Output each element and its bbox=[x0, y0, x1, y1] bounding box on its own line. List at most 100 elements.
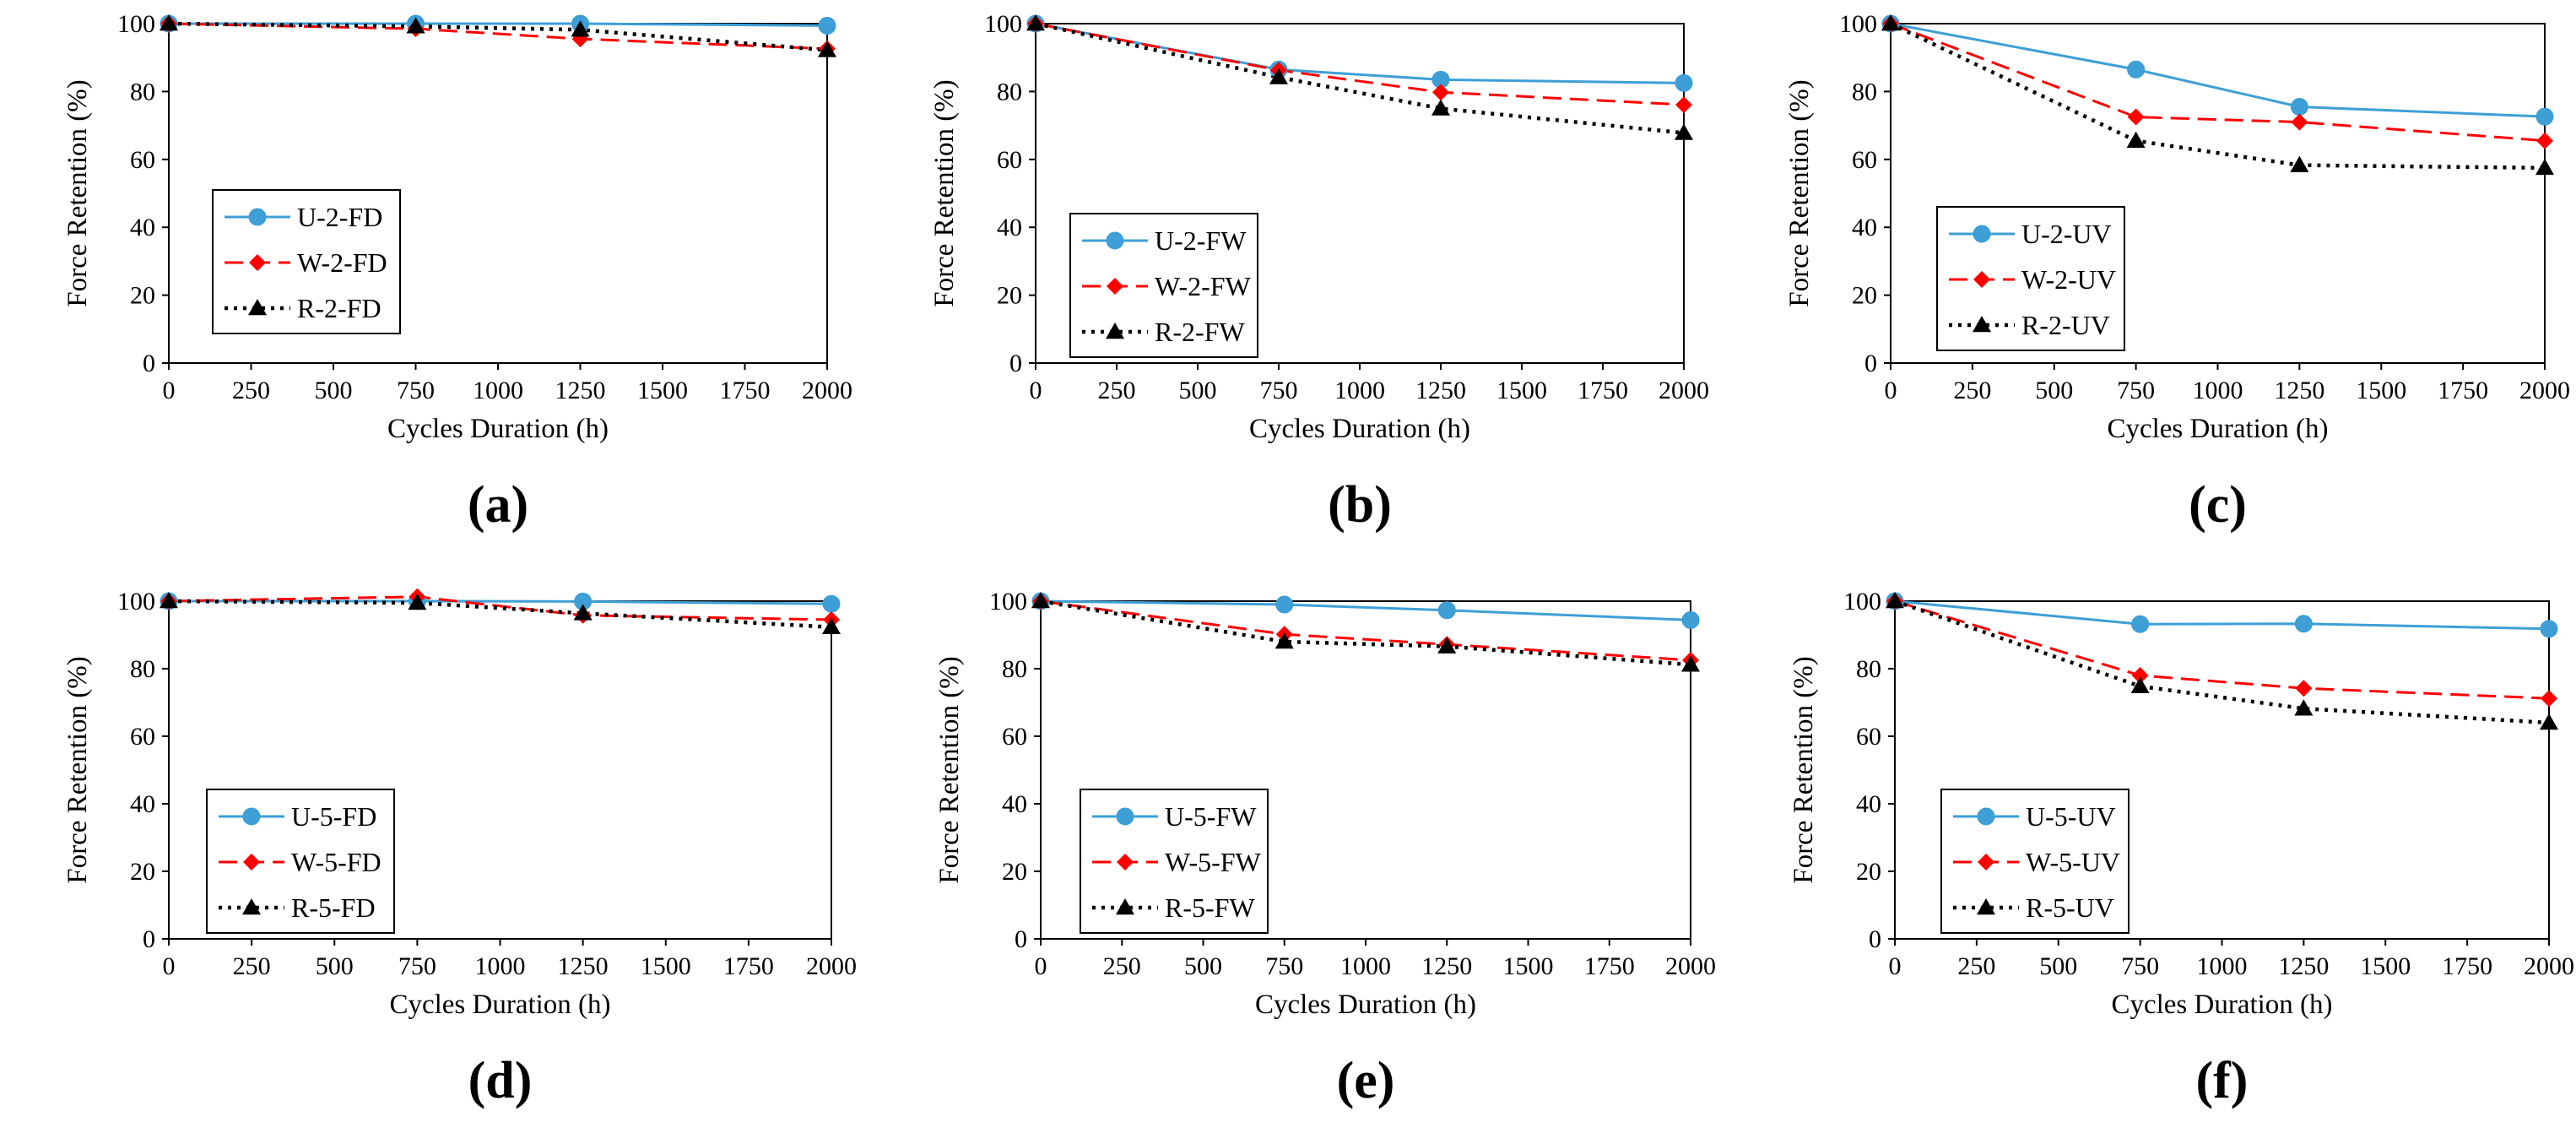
x-tick-label: 750 bbox=[1260, 377, 1298, 404]
legend-marker-U bbox=[248, 208, 267, 226]
series-line-U-5-UV bbox=[1894, 599, 2550, 631]
legend-label: R-2-FD bbox=[297, 293, 382, 323]
x-tick-label: 0 bbox=[1030, 377, 1042, 404]
data-point-R-5-FW bbox=[1274, 632, 1294, 649]
x-tick-label: 750 bbox=[1265, 952, 1303, 980]
data-point-W-2-UV bbox=[2536, 132, 2553, 149]
y-tick-label: 100 bbox=[989, 588, 1027, 616]
y-tick-label: 60 bbox=[130, 723, 155, 751]
x-tick-label: 500 bbox=[2039, 952, 2077, 980]
legend-marker-R bbox=[248, 299, 267, 316]
x-tick-label: 1000 bbox=[473, 377, 523, 404]
x-tick-label: 1250 bbox=[2274, 377, 2324, 404]
y-tick-label: 40 bbox=[1852, 214, 1877, 241]
y-tick-label: 0 bbox=[143, 350, 155, 377]
legend-marker-U bbox=[1973, 225, 1991, 243]
data-point-W-2-UV bbox=[2291, 113, 2308, 131]
y-tick-label: 20 bbox=[1002, 858, 1027, 886]
legend-marker-R bbox=[242, 898, 261, 915]
y-tick-label: 20 bbox=[130, 858, 155, 886]
data-point-R-2-UV bbox=[2126, 131, 2146, 148]
legend-marker-U bbox=[1106, 231, 1124, 250]
legend-marker-W bbox=[1107, 278, 1123, 295]
x-tick-label: 500 bbox=[1184, 952, 1222, 980]
y-tick-label: 100 bbox=[1843, 588, 1881, 616]
data-point-R-5-UV bbox=[2540, 713, 2558, 730]
y-tick-label: 40 bbox=[130, 214, 155, 241]
legend-marker-U bbox=[242, 807, 261, 826]
data-point-W-5-UV bbox=[2541, 690, 2557, 708]
data-point-U-2-FW bbox=[1675, 73, 1693, 92]
legend-marker-U bbox=[1977, 807, 1995, 826]
legend: U-5-UV W-5-UV R-5-UV bbox=[1940, 789, 2130, 934]
y-tick-label: 100 bbox=[1839, 10, 1877, 38]
data-point-R-2-FD bbox=[406, 17, 425, 34]
legend-label: U-5-UV bbox=[2026, 801, 2116, 832]
y-tick-label: 60 bbox=[1852, 146, 1877, 174]
y-tick-label: 40 bbox=[1002, 790, 1027, 818]
data-point-U-5-FW bbox=[1275, 595, 1294, 614]
x-tick-label: 1000 bbox=[1334, 377, 1385, 404]
x-tick-label: 1500 bbox=[637, 377, 688, 404]
y-tick-label: 0 bbox=[143, 925, 155, 953]
x-tick-label: 1500 bbox=[1503, 952, 1554, 980]
y-tick-label: 0 bbox=[1869, 925, 1881, 953]
x-tick-label: 2000 bbox=[806, 952, 857, 980]
y-tick-label: 60 bbox=[997, 146, 1022, 174]
data-point-R-2-FW bbox=[1675, 123, 1693, 140]
data-point-U-2-FD bbox=[818, 16, 836, 35]
data-point-R-2-FW bbox=[1431, 99, 1450, 116]
data-point-U-5-FW bbox=[1437, 601, 1456, 620]
legend-label: W-5-UV bbox=[2026, 847, 2120, 877]
legend-label: U-5-FW bbox=[1165, 801, 1257, 832]
y-tick-label: 20 bbox=[997, 282, 1022, 310]
x-tick-label: 500 bbox=[316, 952, 354, 980]
data-point-U-2-UV bbox=[2127, 60, 2146, 79]
y-axis-title: Force Retention (%) bbox=[1789, 656, 1819, 883]
x-tick-label: 1750 bbox=[723, 952, 774, 980]
data-point-R-2-FD bbox=[160, 14, 178, 31]
data-point-R-5-FW bbox=[1681, 655, 1700, 672]
data-point-W-2-UV bbox=[2127, 108, 2145, 126]
x-tick-label: 1500 bbox=[2356, 377, 2406, 404]
data-point-U-2-UV bbox=[2535, 107, 2554, 126]
legend-label: U-2-FW bbox=[1155, 225, 1247, 256]
x-tick-label: 1000 bbox=[475, 952, 526, 980]
x-tick-label: 2000 bbox=[2519, 377, 2570, 404]
series-line-W-2-FD bbox=[168, 22, 828, 51]
legend-marker-W bbox=[1117, 854, 1134, 870]
legend-label: W-2-FW bbox=[1155, 271, 1252, 301]
x-axis-title: Cycles Duration (h) bbox=[1255, 990, 1476, 1020]
x-tick-label: 250 bbox=[1103, 952, 1141, 980]
x-axis-title: Cycles Duration (h) bbox=[2111, 990, 2332, 1020]
data-point-W-2-FW bbox=[1432, 84, 1449, 101]
x-tick-label: 750 bbox=[398, 952, 436, 980]
x-tick-label: 2000 bbox=[1659, 377, 1709, 404]
data-point-R-5-FD bbox=[573, 604, 593, 621]
legend-label: W-2-FD bbox=[297, 247, 387, 278]
y-axis-title: Force Retention (%) bbox=[934, 656, 965, 883]
series-line-R-2-FD bbox=[168, 21, 828, 52]
y-tick-label: 20 bbox=[1852, 282, 1877, 310]
legend: U-2-UV W-2-UV R-2-UV bbox=[1936, 206, 2125, 351]
y-tick-label: 20 bbox=[1856, 858, 1881, 886]
y-tick-label: 80 bbox=[1852, 78, 1877, 106]
legend-marker-R bbox=[1116, 898, 1134, 915]
data-point-R-2-UV bbox=[2535, 158, 2554, 176]
data-point-U-5-UV bbox=[2294, 615, 2313, 633]
series-line-W-2-FW bbox=[1035, 22, 1685, 106]
x-axis-title: Cycles Duration (h) bbox=[1249, 414, 1470, 444]
x-axis-title: Cycles Duration (h) bbox=[389, 990, 610, 1020]
series-line-R-5-FW bbox=[1040, 599, 1691, 667]
legend: U-5-FD W-5-FD R-5-FD bbox=[206, 789, 395, 934]
y-tick-label: 60 bbox=[1856, 723, 1881, 751]
y-axis-title: Force Retention (%) bbox=[62, 79, 93, 306]
legend-marker-R bbox=[1106, 323, 1124, 339]
legend: U-2-FW W-2-FW R-2-FW bbox=[1069, 213, 1258, 358]
series-line-R-2-FW bbox=[1035, 21, 1685, 135]
x-tick-label: 0 bbox=[1885, 377, 1897, 404]
